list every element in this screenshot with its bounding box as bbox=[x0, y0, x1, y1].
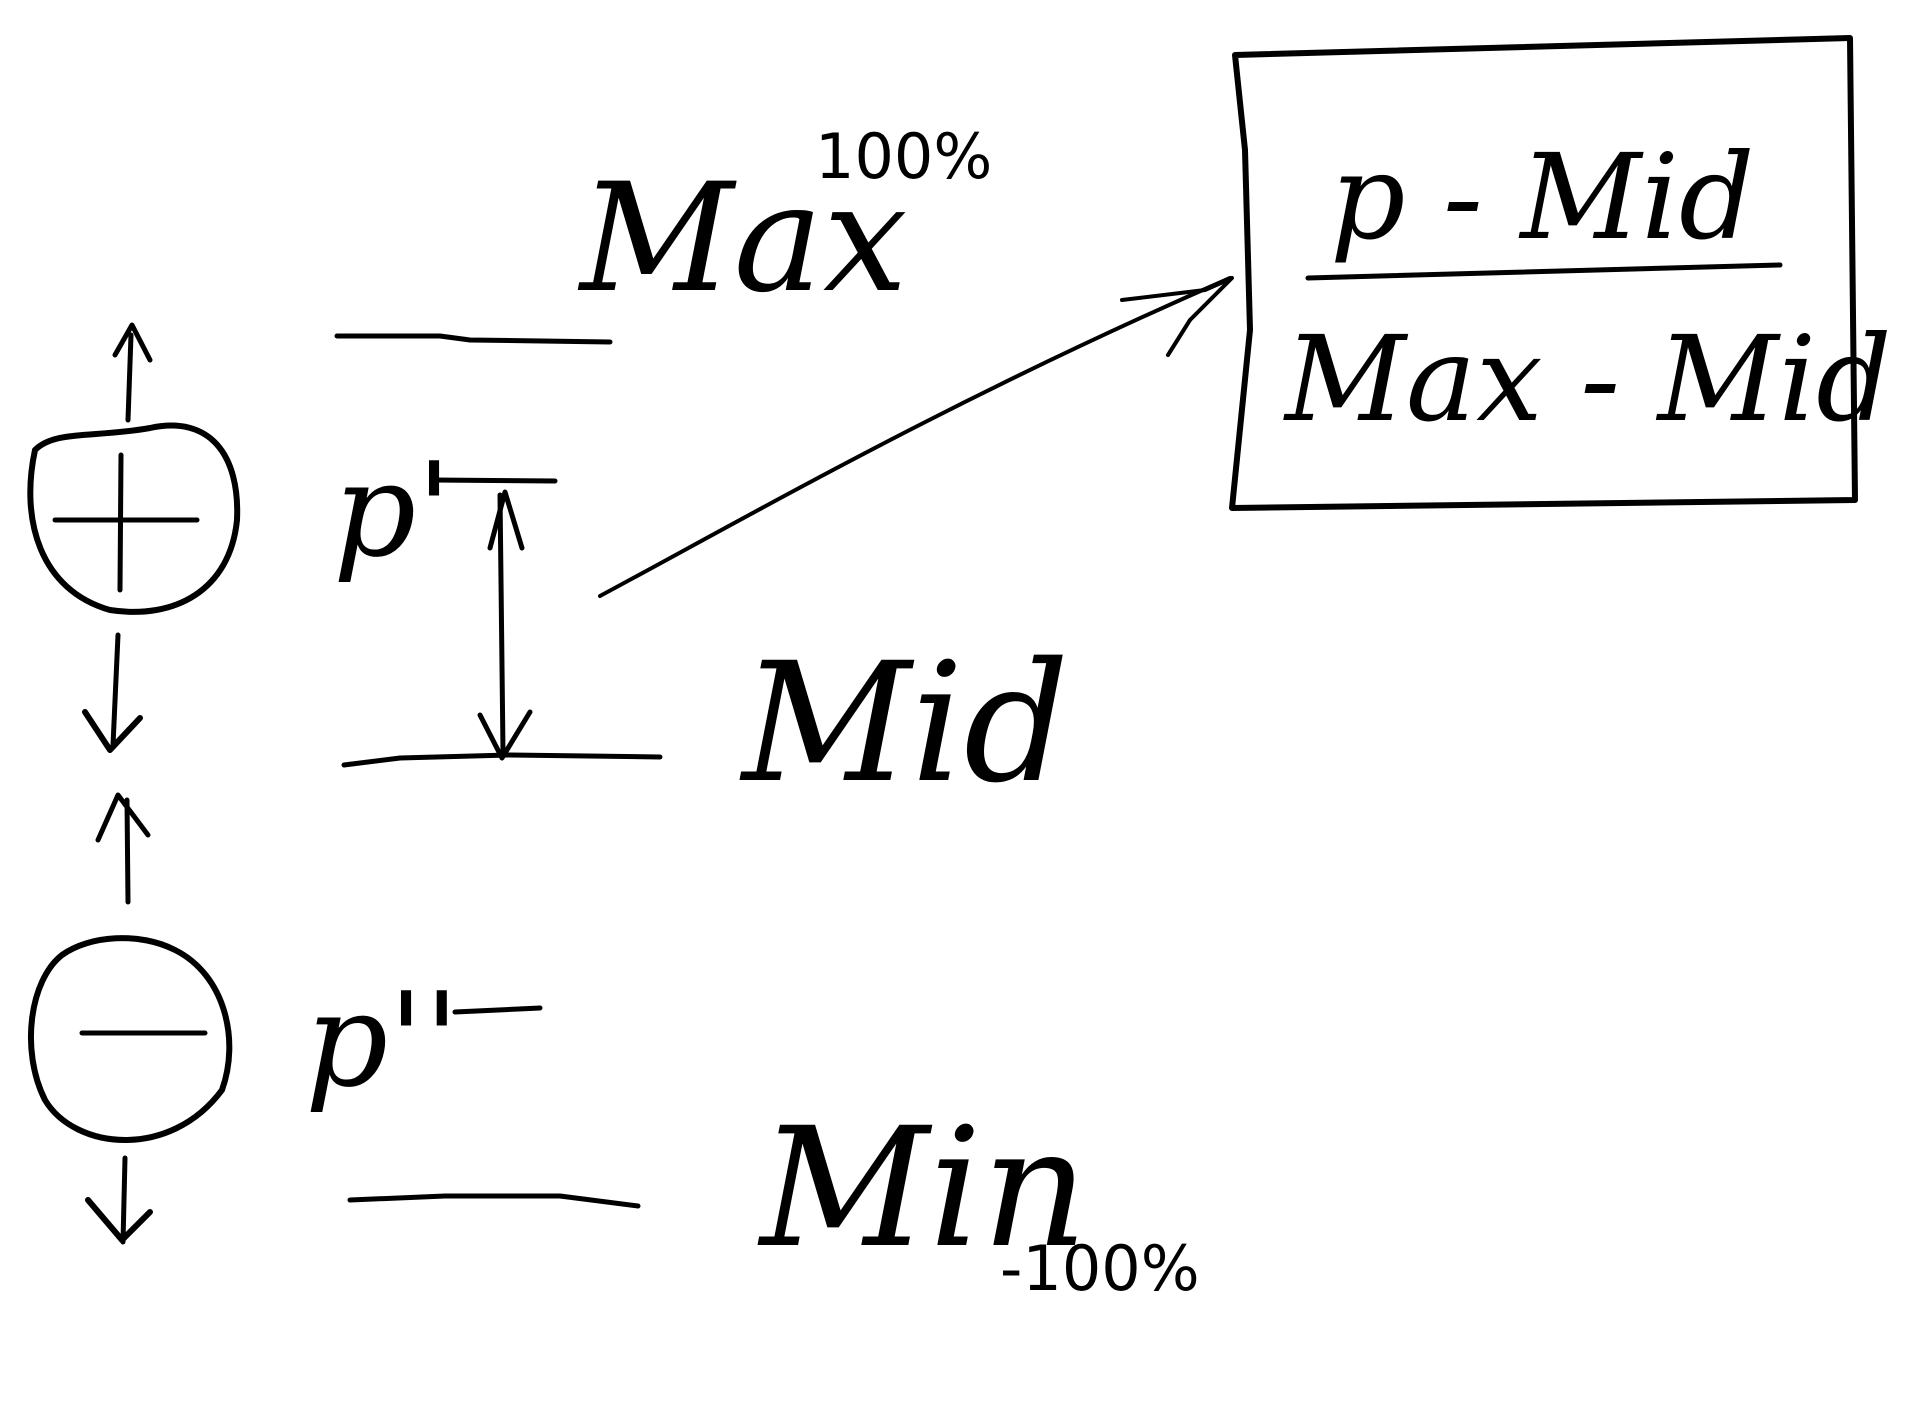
up-arrow-icon bbox=[112, 322, 153, 423]
min-percent-label: -100% bbox=[1000, 1232, 1200, 1305]
p-prime-label: p' bbox=[333, 434, 452, 586]
down-arrow-icon bbox=[85, 1155, 153, 1245]
max-label: Max bbox=[577, 152, 908, 326]
up-arrow-icon bbox=[95, 792, 151, 905]
formula-denominator: Max - Mid bbox=[1283, 310, 1892, 448]
distance-double-arrow-icon bbox=[477, 489, 533, 761]
fraction-bar bbox=[1305, 262, 1783, 281]
p-double-prime-level-line bbox=[452, 1005, 543, 1015]
plus-circle-outline bbox=[27, 422, 241, 615]
max-level-line bbox=[334, 333, 613, 345]
plus-vertical bbox=[117, 452, 124, 593]
p-double-prime-label: p'' bbox=[305, 964, 460, 1116]
min-label: Min bbox=[757, 1092, 1088, 1284]
mid-label: Mid bbox=[739, 627, 1069, 819]
p-prime-level-line bbox=[429, 477, 558, 484]
max-percent-label: 100% bbox=[815, 120, 992, 193]
formula-box-frame bbox=[1229, 35, 1858, 511]
minus-circle-outline bbox=[27, 935, 233, 1143]
plus-circle-icon bbox=[27, 422, 241, 615]
minus-circle-icon bbox=[27, 935, 233, 1143]
formula-numerator: p - Mid bbox=[1330, 128, 1755, 266]
mid-level-line bbox=[341, 752, 663, 768]
connector-arrow-icon bbox=[598, 276, 1234, 598]
min-level-line bbox=[347, 1193, 641, 1209]
down-arrow-icon bbox=[82, 632, 143, 753]
